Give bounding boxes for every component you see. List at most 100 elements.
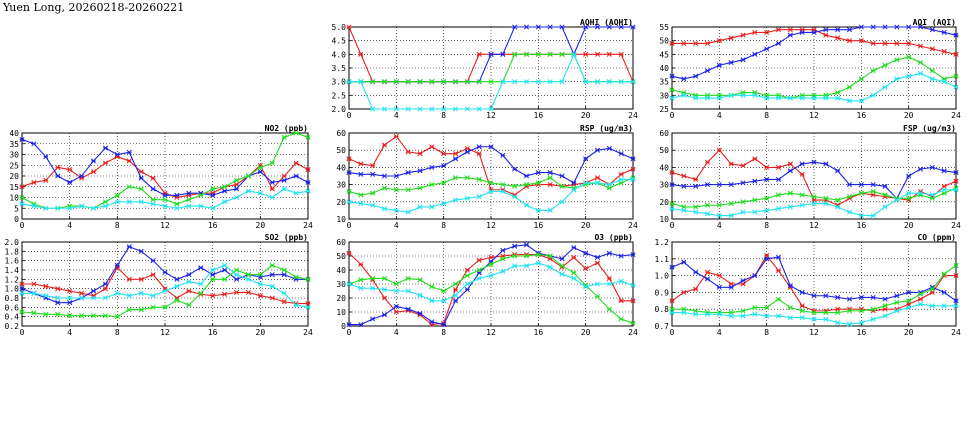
data-point	[941, 289, 947, 295]
y-tick-label: 20	[9, 172, 19, 181]
data-point	[43, 293, 49, 299]
so2-chart: 0.20.40.60.81.01.21.41.61.82.0 0 4 8 12 16 20 2…	[5, 233, 313, 337]
data-point	[31, 281, 37, 287]
data-point	[358, 171, 364, 177]
y-tick-label: 3.5	[332, 64, 347, 73]
series-green	[19, 130, 311, 211]
data-point	[305, 301, 311, 307]
data-point	[441, 163, 447, 169]
data-point	[740, 313, 746, 319]
y-tick-label: 10	[336, 308, 346, 317]
data-point	[704, 40, 711, 46]
data-point	[858, 24, 864, 30]
chart-title: O3 (ppb)	[594, 233, 633, 242]
series-red	[669, 252, 959, 314]
data-point	[870, 40, 876, 46]
y-tick-label: 0.2	[5, 322, 20, 331]
x-tick-label: 24	[628, 111, 638, 120]
data-point	[583, 51, 589, 57]
data-point	[281, 290, 287, 296]
data-point	[210, 272, 216, 278]
x-tick-label: 24	[628, 328, 638, 337]
data-point	[233, 194, 240, 201]
data-point	[500, 51, 506, 57]
data-point	[704, 68, 711, 74]
x-tick-label: 8	[764, 221, 769, 230]
data-point	[693, 40, 699, 46]
data-point	[476, 275, 482, 281]
y-tick-label: 50	[659, 37, 669, 46]
data-point	[393, 79, 399, 85]
data-point	[547, 253, 553, 259]
data-point	[630, 79, 636, 85]
data-point	[114, 262, 120, 268]
chart-title: AQI (AQI)	[913, 18, 956, 27]
data-point	[594, 147, 601, 153]
data-point	[693, 204, 699, 210]
data-point	[775, 313, 782, 319]
data-point	[906, 24, 912, 30]
data-point	[19, 309, 25, 315]
data-point	[764, 176, 770, 182]
x-tick-label: 12	[160, 328, 170, 337]
data-point	[799, 308, 805, 314]
data-point	[464, 175, 470, 181]
x-tick-label: 8	[115, 328, 120, 337]
data-point	[269, 283, 275, 289]
data-point	[953, 170, 959, 176]
data-point	[559, 183, 565, 189]
data-point	[835, 197, 841, 203]
data-point	[31, 141, 37, 147]
data-point	[811, 293, 817, 299]
data-point	[752, 209, 758, 215]
data-point	[716, 273, 722, 279]
data-point	[67, 205, 73, 211]
y-tick-label: 40	[659, 64, 669, 73]
x-tick-label: 16	[534, 221, 544, 230]
y-tick-label: 10	[336, 215, 346, 224]
data-point	[245, 188, 251, 194]
data-point	[405, 170, 411, 176]
series-green	[669, 262, 959, 316]
data-point	[102, 286, 108, 292]
data-point	[870, 68, 876, 74]
data-point	[476, 257, 482, 263]
data-point	[476, 194, 482, 200]
data-point	[669, 73, 675, 79]
data-point	[716, 62, 722, 68]
data-point	[882, 204, 888, 210]
data-point	[547, 79, 553, 85]
data-point	[835, 294, 841, 300]
x-tick-label: 4	[67, 328, 72, 337]
data-point	[740, 92, 746, 98]
data-point	[257, 169, 263, 175]
data-point	[500, 79, 506, 85]
data-point	[823, 316, 829, 322]
data-point	[835, 90, 841, 96]
data-point	[393, 288, 399, 294]
data-point	[858, 76, 864, 82]
data-point	[452, 292, 459, 298]
data-point	[917, 24, 924, 30]
data-point	[138, 290, 144, 296]
series-blue	[19, 136, 311, 198]
data-point	[606, 275, 612, 281]
data-point	[823, 161, 829, 167]
data-point	[740, 32, 746, 38]
data-point	[488, 188, 494, 195]
x-tick-label: 4	[717, 221, 722, 230]
data-point	[488, 254, 494, 260]
data-point	[559, 271, 565, 277]
data-point	[488, 79, 494, 85]
y-tick-label: 40	[9, 129, 19, 138]
data-point	[31, 290, 37, 296]
data-point	[535, 252, 541, 258]
data-point	[281, 299, 287, 305]
data-point	[174, 192, 180, 198]
data-point	[500, 188, 506, 195]
data-point	[716, 147, 722, 153]
data-point	[150, 175, 156, 181]
data-point	[358, 277, 364, 283]
data-point	[894, 299, 900, 306]
data-point	[775, 206, 782, 212]
